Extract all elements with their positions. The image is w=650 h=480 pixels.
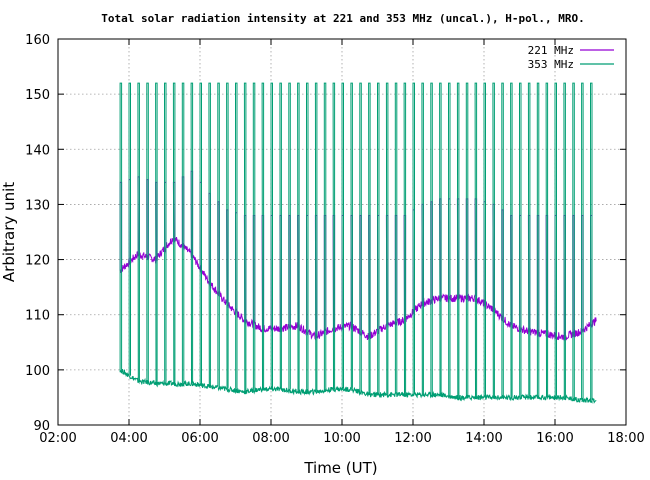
x-tick-label: 14:00 [465,431,502,446]
legend-label-353: 353 MHz [528,58,574,71]
chart-title: Total solar radiation intensity at 221 a… [101,12,584,25]
y-axis-label: Arbitrary unit [0,182,18,282]
legend-label-221: 221 MHz [528,44,574,57]
y-tick-label: 160 [25,33,50,48]
y-tick-label: 90 [33,419,50,434]
x-tick-label: 18:00 [607,431,644,446]
x-tick-label: 02:00 [39,431,76,446]
series-line-221-mhz [119,170,597,341]
x-tick-label: 06:00 [181,431,218,446]
x-tick-label: 10:00 [323,431,360,446]
y-tick-label: 140 [25,143,50,158]
y-tick-label: 100 [25,364,50,379]
x-tick-label: 16:00 [536,431,573,446]
x-tick-label: 04:00 [110,431,147,446]
series-line-353-mhz [119,82,597,404]
y-tick-label: 150 [25,88,50,103]
y-tick-label: 130 [25,198,50,213]
legend: 221 MHz 353 MHz [528,44,614,71]
x-axis-label: Time (UT) [303,459,377,477]
x-tick-label: 12:00 [394,431,431,446]
axis-ticks: 02:00 04:00 06:00 08:00 10:00 12:00 14:00 16:00… [25,33,645,446]
y-tick-label: 110 [25,309,50,324]
plot-series [119,82,597,404]
y-tick-label: 120 [25,254,50,269]
x-tick-label: 08:00 [252,431,289,446]
